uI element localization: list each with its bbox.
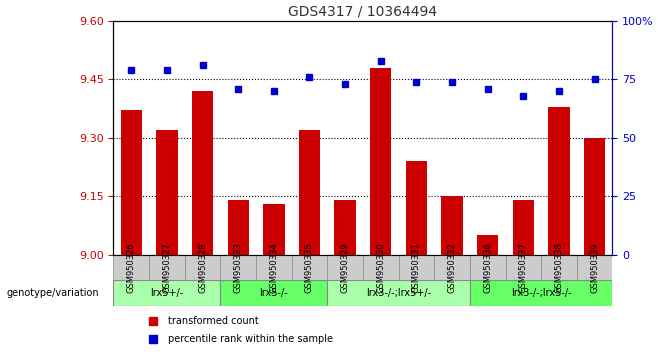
Text: GSM950327: GSM950327 [163,242,172,293]
FancyBboxPatch shape [399,255,434,280]
Bar [584,138,605,255]
FancyBboxPatch shape [434,255,470,280]
Bar [370,68,392,255]
Bar [334,200,356,255]
Text: transformed count: transformed count [168,316,259,326]
FancyBboxPatch shape [291,255,327,280]
Text: percentile rank within the sample: percentile rank within the sample [168,334,334,344]
FancyBboxPatch shape [577,255,613,280]
FancyBboxPatch shape [149,255,185,280]
Bar [477,235,498,255]
FancyBboxPatch shape [327,255,363,280]
Text: GSM950330: GSM950330 [376,242,386,293]
FancyBboxPatch shape [113,280,220,306]
Text: GSM950339: GSM950339 [590,242,599,293]
Bar [442,196,463,255]
Text: lrx3-/-;lrx5-/-: lrx3-/-;lrx5-/- [511,288,572,298]
Text: GSM950337: GSM950337 [519,242,528,293]
FancyBboxPatch shape [256,255,291,280]
Bar [406,161,427,255]
Text: GSM950334: GSM950334 [269,242,278,293]
Text: GSM950338: GSM950338 [555,242,563,293]
FancyBboxPatch shape [113,255,149,280]
FancyBboxPatch shape [363,255,399,280]
FancyBboxPatch shape [220,280,327,306]
FancyBboxPatch shape [470,280,613,306]
Text: GSM950333: GSM950333 [234,242,243,293]
FancyBboxPatch shape [327,280,470,306]
Text: GSM950326: GSM950326 [127,242,136,293]
Bar [192,91,213,255]
FancyBboxPatch shape [220,255,256,280]
Bar [156,130,178,255]
FancyBboxPatch shape [541,255,577,280]
FancyBboxPatch shape [470,255,505,280]
Text: genotype/variation: genotype/variation [7,288,99,298]
Text: GSM950336: GSM950336 [483,242,492,293]
Text: lrx3-/-;lrx5+/-: lrx3-/-;lrx5+/- [366,288,431,298]
Text: GSM950332: GSM950332 [447,242,457,293]
Text: GSM950329: GSM950329 [341,242,349,293]
Text: lrx5-/-: lrx5-/- [259,288,288,298]
Bar [299,130,320,255]
Bar [513,200,534,255]
Text: lrx5+/-: lrx5+/- [150,288,184,298]
Text: GSM950335: GSM950335 [305,242,314,293]
Bar [548,107,570,255]
Text: GSM950331: GSM950331 [412,242,421,293]
Bar [228,200,249,255]
Title: GDS4317 / 10364494: GDS4317 / 10364494 [288,4,438,18]
Text: GSM950328: GSM950328 [198,242,207,293]
Bar [263,204,284,255]
FancyBboxPatch shape [505,255,541,280]
Bar [120,110,142,255]
FancyBboxPatch shape [185,255,220,280]
